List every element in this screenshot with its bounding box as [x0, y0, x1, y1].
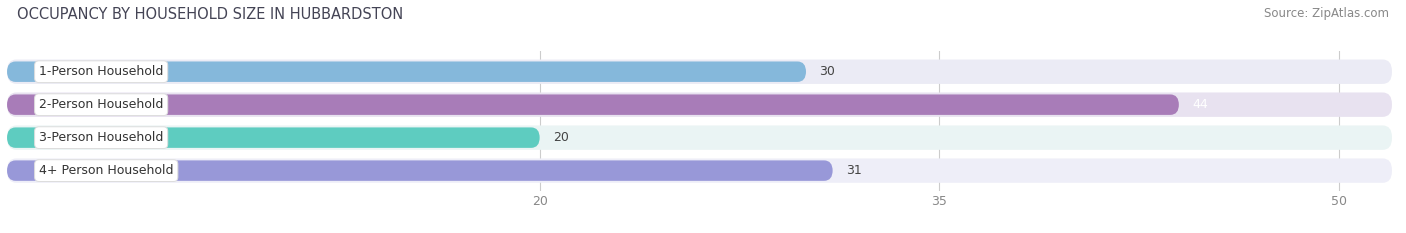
Text: 1-Person Household: 1-Person Household — [39, 65, 163, 78]
Text: 2-Person Household: 2-Person Household — [39, 98, 163, 111]
Text: 44: 44 — [1192, 98, 1208, 111]
Text: 31: 31 — [846, 164, 862, 177]
FancyBboxPatch shape — [7, 94, 1178, 115]
Text: OCCUPANCY BY HOUSEHOLD SIZE IN HUBBARDSTON: OCCUPANCY BY HOUSEHOLD SIZE IN HUBBARDST… — [17, 7, 404, 22]
Text: 3-Person Household: 3-Person Household — [39, 131, 163, 144]
FancyBboxPatch shape — [7, 125, 1392, 150]
FancyBboxPatch shape — [7, 59, 1392, 84]
Text: Source: ZipAtlas.com: Source: ZipAtlas.com — [1264, 7, 1389, 20]
FancyBboxPatch shape — [7, 93, 1392, 117]
FancyBboxPatch shape — [7, 160, 832, 181]
Text: 4+ Person Household: 4+ Person Household — [39, 164, 173, 177]
Text: 20: 20 — [553, 131, 569, 144]
FancyBboxPatch shape — [7, 127, 540, 148]
FancyBboxPatch shape — [7, 158, 1392, 183]
Text: 30: 30 — [820, 65, 835, 78]
FancyBboxPatch shape — [7, 62, 806, 82]
